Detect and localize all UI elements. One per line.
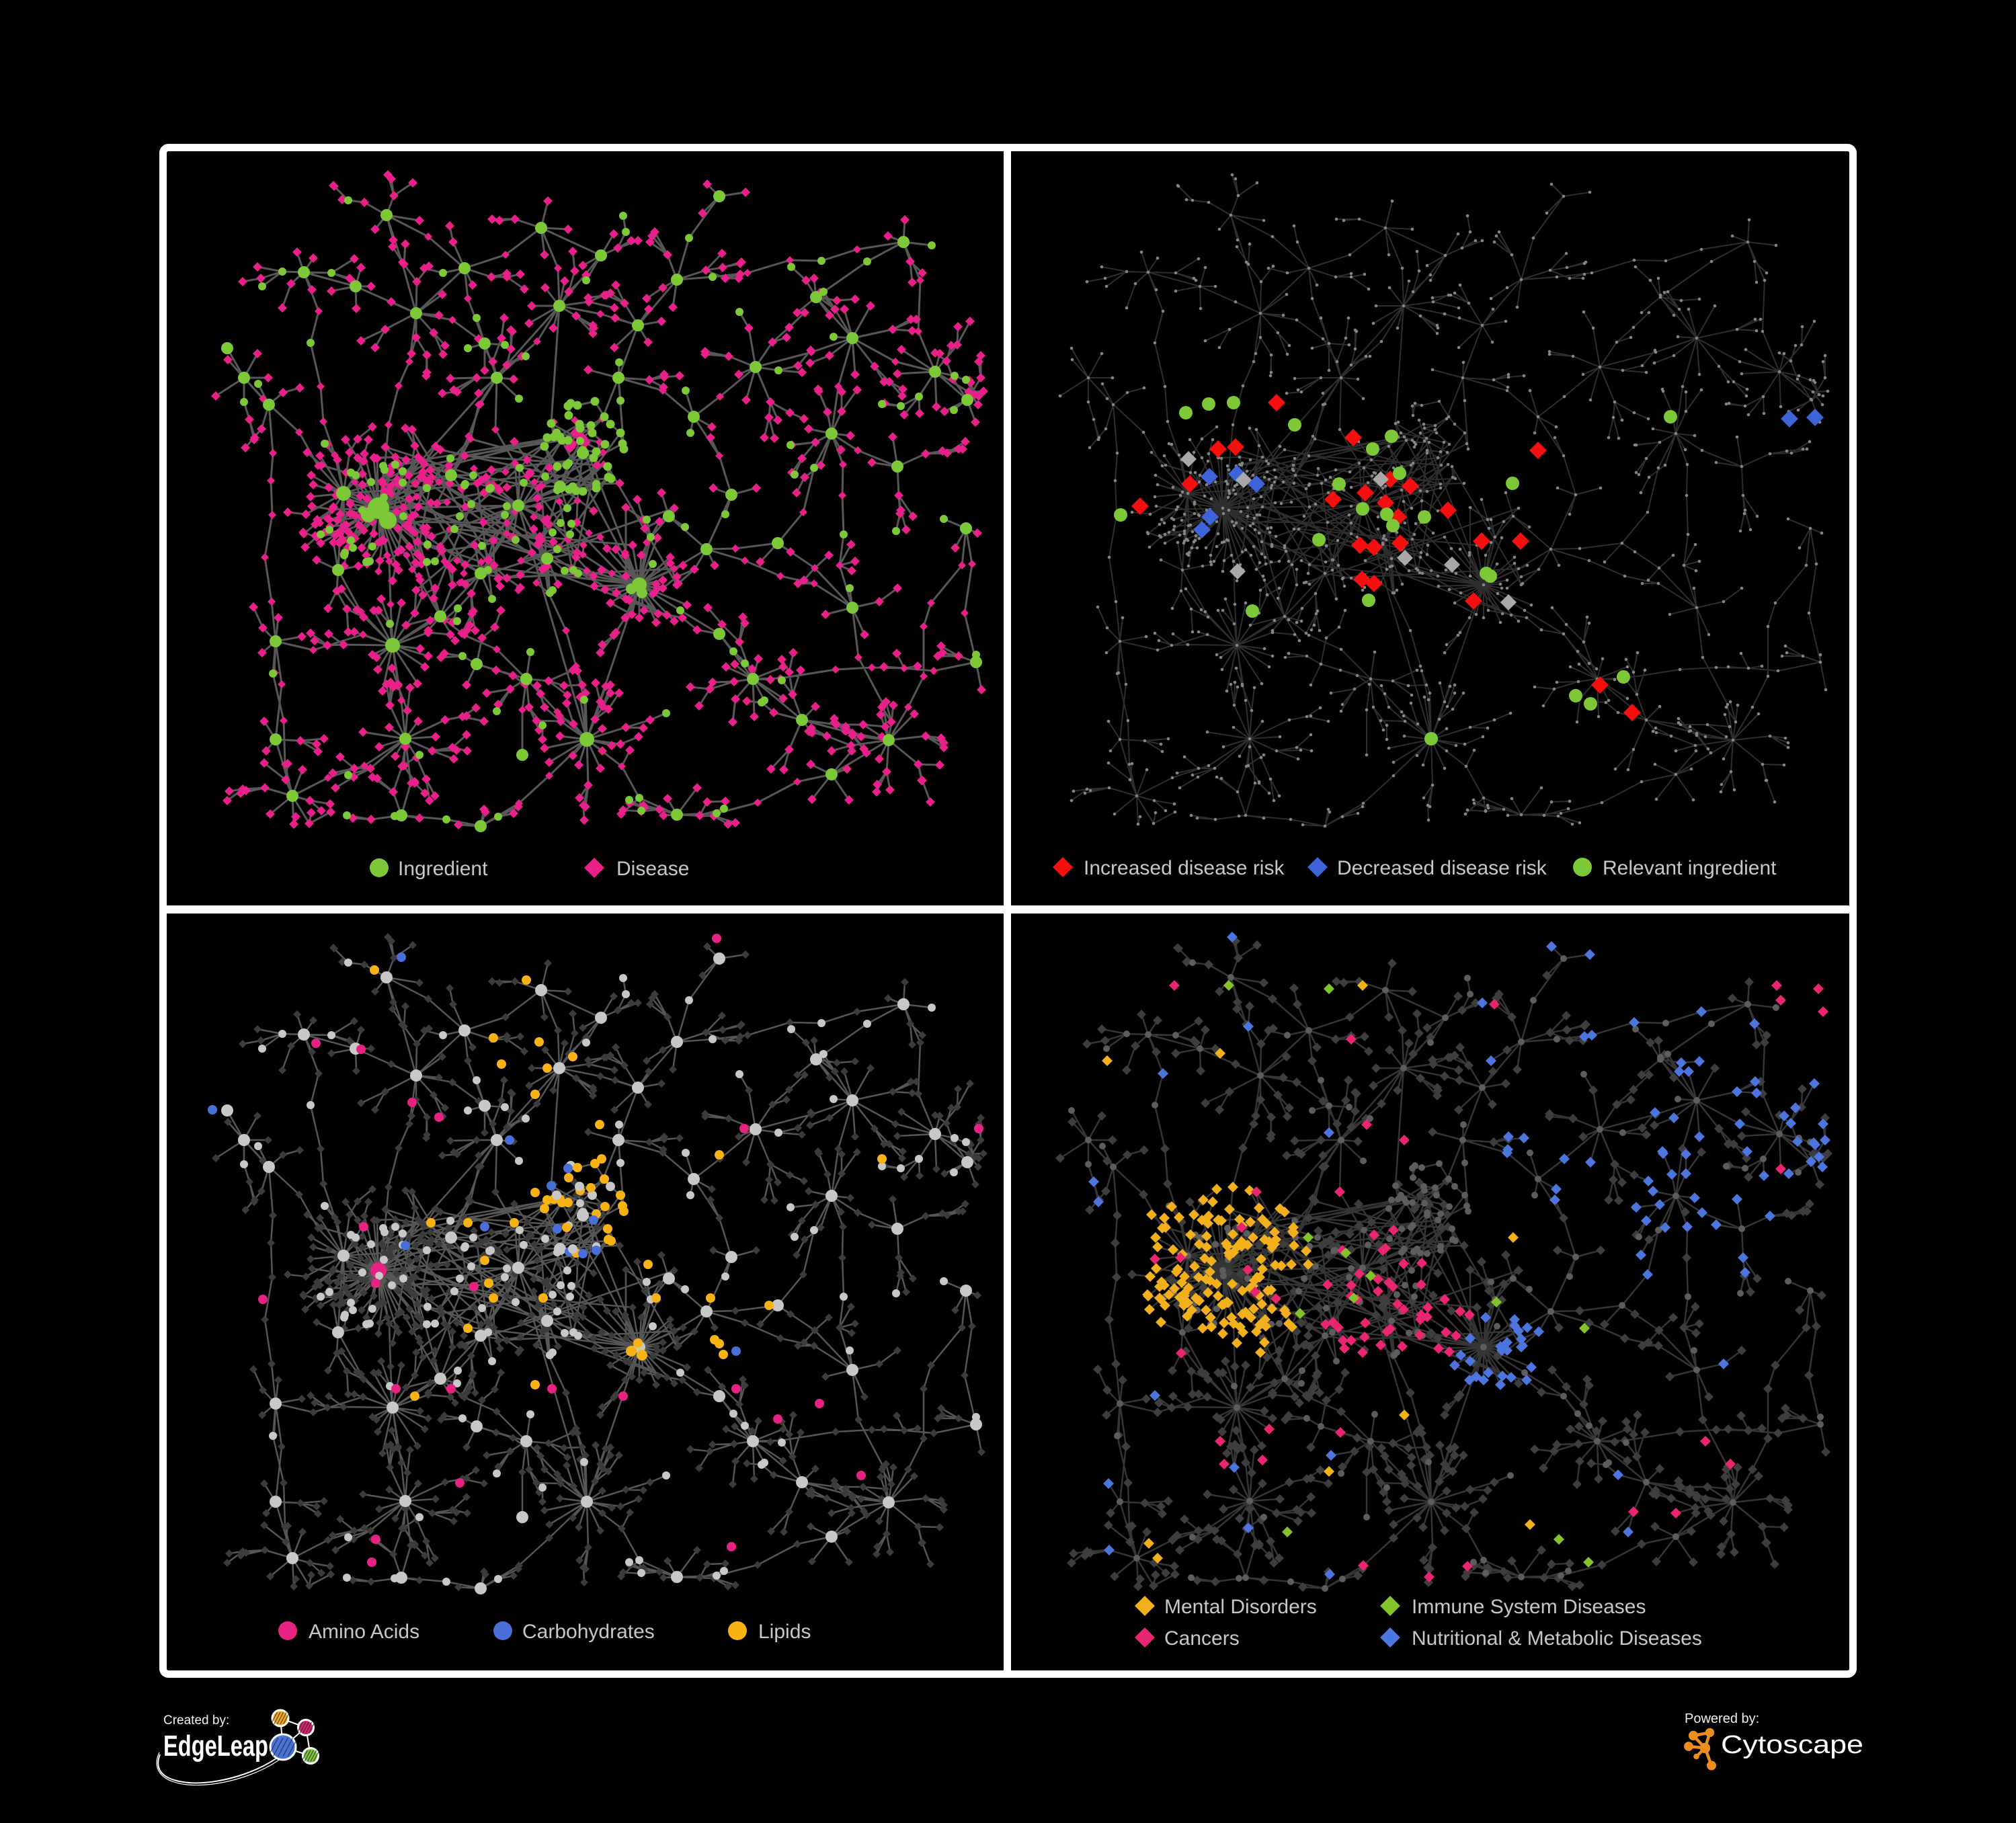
svg-text:Increased disease risk: Increased disease risk <box>1084 857 1285 879</box>
svg-text:Ingredient: Ingredient <box>398 858 488 880</box>
svg-text:Lipids: Lipids <box>758 1621 811 1643</box>
svg-text:Nutritional & Metabolic Diseas: Nutritional & Metabolic Diseases <box>1412 1627 1702 1650</box>
svg-text:Decreased disease risk: Decreased disease risk <box>1337 857 1547 879</box>
svg-text:EdgeLeap: EdgeLeap <box>163 1730 268 1763</box>
svg-text:Cancers: Cancers <box>1164 1627 1240 1650</box>
svg-text:Powered by:: Powered by: <box>1685 1711 1759 1726</box>
svg-text:Immune System Diseases: Immune System Diseases <box>1412 1596 1646 1618</box>
svg-text:Amino Acids: Amino Acids <box>309 1621 419 1643</box>
svg-text:Mental Disorders: Mental Disorders <box>1164 1596 1317 1618</box>
svg-text:Created by:: Created by: <box>163 1713 229 1728</box>
svg-text:Disease: Disease <box>616 858 689 880</box>
svg-text:Relevant ingredient: Relevant ingredient <box>1603 857 1777 879</box>
svg-text:Cytoscape: Cytoscape <box>1721 1731 1863 1759</box>
svg-text:Carbohydrates: Carbohydrates <box>522 1621 655 1643</box>
